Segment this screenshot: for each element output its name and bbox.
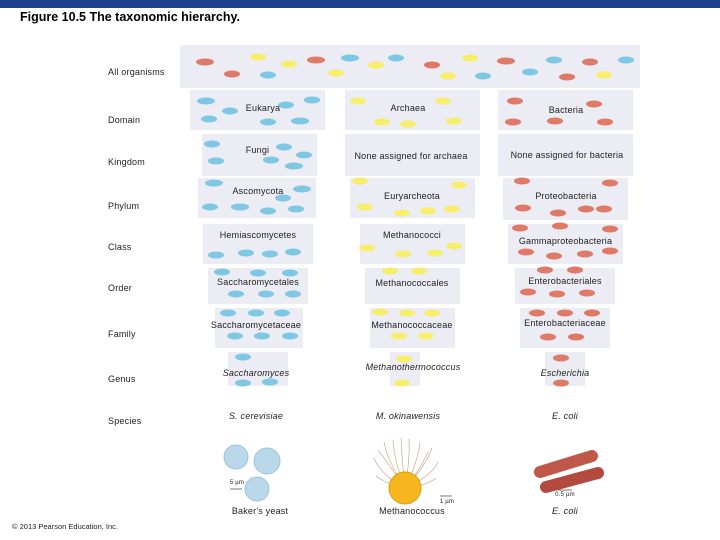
archaea-class-label: Methanococci — [383, 230, 441, 240]
all-organisms-cells — [196, 53, 634, 81]
eukarya-cells — [197, 96, 320, 387]
bacteria-kingdom-label: None assigned for bacteria — [510, 150, 624, 160]
eukarya-family-label: Saccharomycetaceae — [210, 320, 302, 330]
archaea-domain-label: Archaea — [390, 103, 426, 113]
rank-family: Family — [108, 329, 136, 339]
bacteria-class-label: Gammaproteobacteria — [518, 236, 613, 246]
rank-phylum: Phylum — [108, 201, 140, 211]
eukarya-organism-label: Baker's yeast — [231, 506, 289, 516]
bacteria-scale-label: 0.5 µm — [555, 492, 575, 498]
archaea-bands — [345, 90, 480, 386]
eukarya-order-label: Saccharomycetales — [217, 277, 299, 287]
copyright-notice: © 2013 Pearson Education, Inc. — [12, 522, 119, 531]
archaea-cells — [350, 97, 467, 387]
rank-species: Species — [108, 416, 142, 426]
archaea-species-label: M. okinawensis — [375, 411, 441, 421]
band-all-organisms — [180, 45, 640, 88]
eukarya-species-label: S. cerevisiae — [228, 411, 284, 421]
top-banner-bar — [0, 0, 720, 8]
eukarya-class-label: Hemiascomycetes — [219, 230, 297, 240]
eukarya-bands — [190, 90, 325, 386]
methanococcus-micrograph — [373, 437, 452, 505]
bacteria-cells — [505, 97, 618, 387]
figure-title: Figure 10.5 The taxonomic hierarchy. — [20, 10, 240, 24]
rank-kingdom: Kingdom — [108, 157, 145, 167]
eukarya-domain-label: Eukarya — [245, 103, 281, 113]
eukarya-scale-label: 5 µm — [229, 480, 245, 486]
bacteria-phylum-label: Proteobacteria — [535, 191, 597, 201]
ecoli-micrograph — [534, 450, 604, 493]
bacteria-species-label: E. coli — [552, 411, 578, 421]
eukarya-genus-label: Saccharomyces — [222, 368, 290, 378]
bacteria-family-label: Enterobacteriaceae — [524, 318, 606, 328]
rank-all-organisms: All organisms — [108, 67, 165, 77]
archaea-kingdom-label: None assigned for archaea — [354, 151, 468, 161]
rank-domain: Domain — [108, 115, 141, 125]
bacteria-genus-label: Escherichia — [540, 368, 590, 378]
archaea-order-label: Methanococcales — [375, 278, 449, 288]
eukarya-kingdom-label: Fungi — [245, 145, 270, 155]
archaea-phylum-label: Euryarcheota — [384, 191, 440, 201]
archaea-family-label: Methanococcaceae — [371, 320, 453, 330]
eukarya-phylum-label: Ascomycota — [232, 186, 284, 196]
bacteria-order-label: Enterobacteriales — [528, 276, 602, 286]
yeast-micrograph — [223, 444, 281, 502]
rank-genus: Genus — [108, 374, 136, 384]
archaea-scale-label: 1 µm — [439, 499, 455, 505]
bacteria-organism-label: E. coli — [552, 506, 578, 516]
archaea-genus-label: Methanothermococcus — [365, 362, 461, 372]
rank-order: Order — [108, 283, 133, 293]
rank-class: Class — [108, 242, 132, 252]
bacteria-domain-label: Bacteria — [548, 105, 584, 115]
archaea-organism-label: Methanococcus — [379, 506, 445, 516]
